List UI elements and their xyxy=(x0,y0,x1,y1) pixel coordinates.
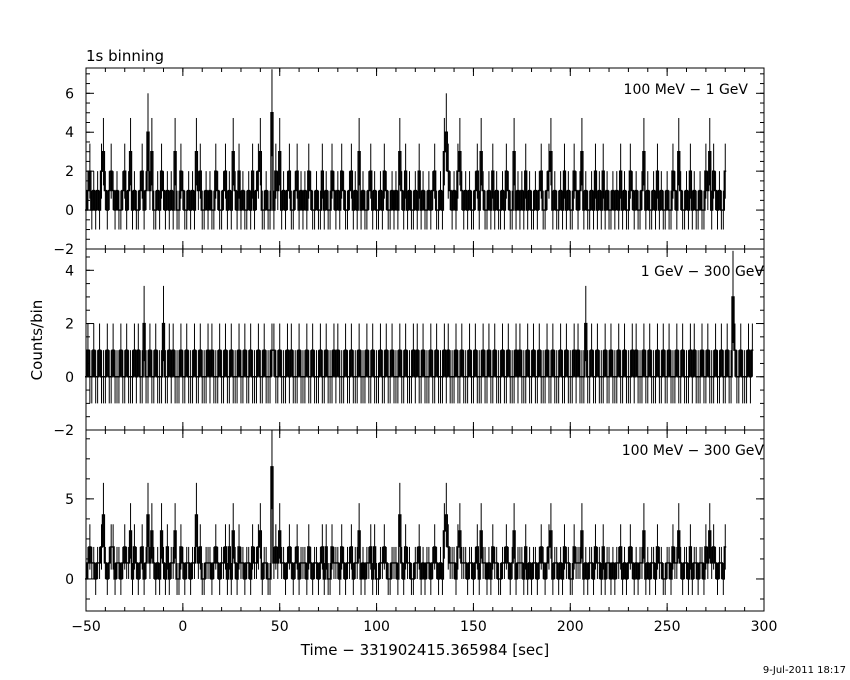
panel-3-label: 100 MeV − 300 GeV xyxy=(622,443,765,459)
panel-2-traces xyxy=(85,250,754,404)
timestamp: 9‑Jul‑2011 18:17 xyxy=(763,665,846,676)
x-tick-label: −50 xyxy=(71,619,101,635)
series-line xyxy=(85,466,727,580)
y-tick-label: 4 xyxy=(65,125,74,141)
y-tick-label: 0 xyxy=(65,203,74,219)
panel-2-label: 1 GeV − 300 GeV xyxy=(641,264,765,280)
panel-1-y-axis: −2 0 2 4 6 xyxy=(53,68,765,258)
y-tick-label: 0 xyxy=(65,370,74,386)
y-tick-label: 2 xyxy=(65,317,74,333)
chart-title: 1s binning xyxy=(86,47,164,65)
panel-3-traces xyxy=(85,430,727,595)
panel-2-y-axis: −2 0 2 4 xyxy=(53,249,765,439)
y-tick-label: 5 xyxy=(65,492,74,508)
panel-3-y-axis: 05 xyxy=(65,430,765,611)
x-axis: −50 0 50 100 150 200 250 300 xyxy=(71,619,777,635)
y-tick-label: 4 xyxy=(65,263,74,279)
panel-2: −2 0 2 4 1 GeV − 300 GeV xyxy=(53,248,765,439)
y-tick-label: −2 xyxy=(53,423,74,439)
x-tick-label: 50 xyxy=(271,619,289,635)
x-tick-label: 150 xyxy=(460,619,487,635)
x-tick-label: 0 xyxy=(178,619,187,635)
y-tick-label: −2 xyxy=(53,242,74,258)
x-tick-label: 100 xyxy=(363,619,390,635)
panel-3-frame xyxy=(85,429,765,612)
panel-3: 05 100 MeV − 300 GeV xyxy=(65,429,765,612)
x-axis-label: Time − 331902415.365984 [sec] xyxy=(300,641,550,659)
y-tick-label: 2 xyxy=(65,164,74,180)
panel-1: −2 0 2 4 6 100 MeV − 1 GeV xyxy=(53,67,765,258)
x-tick-label: 250 xyxy=(654,619,681,635)
y-tick-label: 6 xyxy=(65,86,74,102)
x-tick-label: 300 xyxy=(751,619,778,635)
y-axis-label: Counts/bin xyxy=(28,300,46,381)
panel-1-traces xyxy=(85,69,727,230)
x-tick-label: 200 xyxy=(557,619,584,635)
y-tick-label: 0 xyxy=(65,572,74,588)
panel-1-label: 100 MeV − 1 GeV xyxy=(624,82,749,98)
